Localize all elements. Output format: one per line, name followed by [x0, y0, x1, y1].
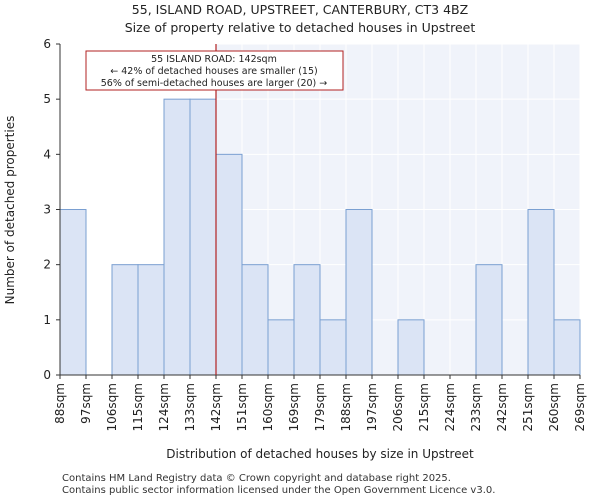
x-tick-label: 206sqm — [391, 383, 405, 431]
x-tick-label: 242sqm — [495, 383, 509, 431]
bar-151sqm — [241, 264, 269, 376]
x-ticks: 88sqm 97sqm 106sqm 115sqm 124sqm 133sqm 142sqm… — [53, 375, 587, 431]
x-tick-label: 124sqm — [157, 383, 171, 431]
x-tick-label: 97sqm — [79, 383, 93, 424]
x-tick-label: 115sqm — [131, 383, 145, 431]
bar-251sqm — [527, 209, 555, 376]
y-tick-label: 3 — [43, 203, 51, 217]
bar-169sqm — [293, 264, 321, 376]
bar-233sqm — [475, 264, 503, 376]
x-tick-label: 142sqm — [209, 383, 223, 431]
y-tick-label: 5 — [43, 92, 51, 106]
y-tick-label: 1 — [43, 313, 51, 327]
x-tick-label: 160sqm — [261, 383, 275, 431]
bars-group — [59, 98, 581, 376]
x-tick-label: 233sqm — [469, 383, 483, 431]
x-tick-label: 197sqm — [365, 383, 379, 431]
y-tick-label: 0 — [43, 368, 51, 382]
bar-115sqm — [137, 264, 165, 376]
x-tick-label: 251sqm — [521, 383, 535, 431]
bar-106sqm — [111, 264, 139, 376]
x-tick-label: 224sqm — [443, 383, 457, 431]
x-axis-label: Distribution of detached houses by size … — [166, 447, 474, 461]
x-tick-label: 106sqm — [105, 383, 119, 431]
bar-133sqm — [189, 98, 217, 376]
bar-88sqm — [59, 209, 87, 376]
footer-line-2: Contains public sector information licen… — [62, 485, 496, 496]
chart-subtitle: Size of property relative to detached ho… — [125, 20, 476, 35]
bar-260sqm — [553, 319, 581, 376]
bar-124sqm — [163, 98, 191, 376]
x-tick-label: 169sqm — [287, 383, 301, 431]
bar-188sqm — [345, 209, 373, 376]
annotation-line-1: 55 ISLAND ROAD: 142sqm — [151, 54, 277, 65]
y-tick-label: 2 — [43, 258, 51, 272]
y-tick-label: 6 — [43, 37, 51, 51]
y-ticks: 0 1 2 3 4 5 6 — [43, 37, 60, 382]
histogram-chart: 55, ISLAND ROAD, UPSTREET, CANTERBURY, C… — [3, 2, 587, 461]
x-tick-label: 215sqm — [417, 383, 431, 431]
chart-title: 55, ISLAND ROAD, UPSTREET, CANTERBURY, C… — [132, 2, 468, 17]
annotation-line-3: 56% of semi-detached houses are larger (… — [101, 78, 328, 89]
x-tick-label: 260sqm — [547, 383, 561, 431]
x-tick-label: 133sqm — [183, 383, 197, 431]
bar-142sqm — [215, 153, 243, 376]
annotation-line-2: ← 42% of detached houses are smaller (15… — [110, 66, 317, 77]
bar-206sqm — [397, 319, 425, 376]
footer-line-1: Contains HM Land Registry data © Crown c… — [62, 473, 451, 484]
y-tick-label: 4 — [43, 147, 51, 161]
x-tick-label: 269sqm — [573, 383, 587, 431]
x-tick-label: 188sqm — [339, 383, 353, 431]
x-tick-label: 151sqm — [235, 383, 249, 431]
bar-179sqm — [319, 319, 347, 376]
bar-160sqm — [267, 319, 295, 376]
x-tick-label: 179sqm — [313, 383, 327, 431]
x-tick-label: 88sqm — [53, 383, 67, 424]
annotation-box: 55 ISLAND ROAD: 142sqm ← 42% of detached… — [85, 50, 344, 91]
y-axis-label: Number of detached properties — [3, 116, 17, 305]
